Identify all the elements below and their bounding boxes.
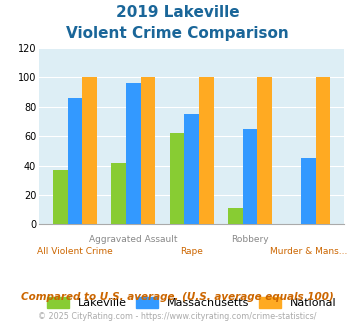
Text: Aggravated Assault: Aggravated Assault bbox=[89, 235, 178, 244]
Bar bbox=[301, 158, 316, 224]
Bar bbox=[82, 77, 97, 224]
Legend: Lakeville, Massachusetts, National: Lakeville, Massachusetts, National bbox=[47, 297, 336, 309]
Bar bbox=[141, 77, 155, 224]
Text: 2019 Lakeville: 2019 Lakeville bbox=[116, 5, 239, 20]
Text: Robbery: Robbery bbox=[231, 235, 269, 244]
Text: Murder & Mans...: Murder & Mans... bbox=[270, 248, 347, 256]
Bar bbox=[257, 77, 272, 224]
Text: Compared to U.S. average. (U.S. average equals 100): Compared to U.S. average. (U.S. average … bbox=[21, 292, 334, 302]
Text: All Violent Crime: All Violent Crime bbox=[37, 248, 113, 256]
Bar bbox=[184, 114, 199, 224]
Bar bbox=[126, 83, 141, 224]
Bar bbox=[170, 133, 184, 224]
Text: Violent Crime Comparison: Violent Crime Comparison bbox=[66, 26, 289, 41]
Bar bbox=[243, 129, 257, 224]
Bar bbox=[316, 77, 331, 224]
Bar bbox=[199, 77, 214, 224]
Bar bbox=[111, 163, 126, 224]
Bar bbox=[228, 208, 243, 224]
Text: Rape: Rape bbox=[180, 248, 203, 256]
Bar bbox=[67, 98, 82, 224]
Bar bbox=[53, 170, 67, 224]
Text: © 2025 CityRating.com - https://www.cityrating.com/crime-statistics/: © 2025 CityRating.com - https://www.city… bbox=[38, 312, 317, 321]
